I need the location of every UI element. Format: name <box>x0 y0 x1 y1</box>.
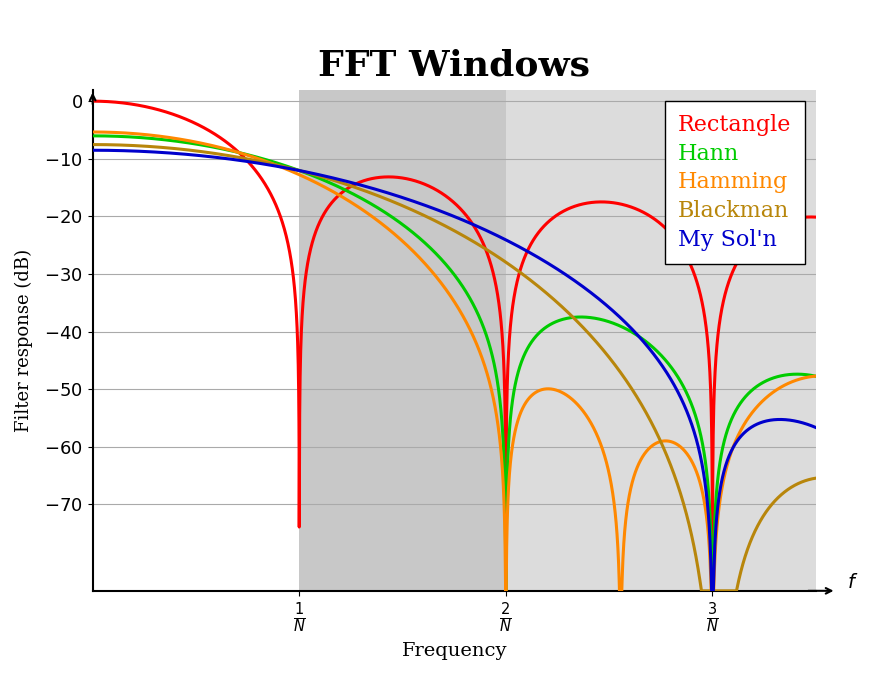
Bar <box>300 90 506 591</box>
Title: FFT Windows: FFT Windows <box>318 49 591 83</box>
X-axis label: Frequency: Frequency <box>402 642 507 660</box>
Y-axis label: Filter response (dB): Filter response (dB) <box>15 248 33 432</box>
Text: $f$: $f$ <box>847 572 858 592</box>
Legend: Rectangle, Hann, Hamming, Blackman, My Sol'n: Rectangle, Hann, Hamming, Blackman, My S… <box>665 101 805 264</box>
Bar <box>506 90 857 591</box>
